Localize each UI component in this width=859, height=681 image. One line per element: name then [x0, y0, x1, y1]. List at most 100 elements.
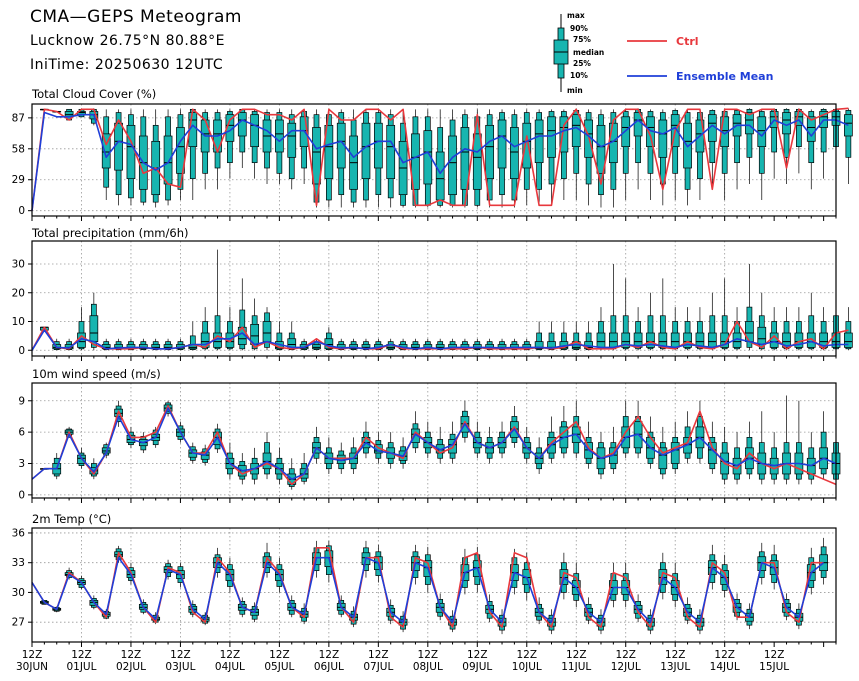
wind-box [782, 395, 791, 485]
legend-ctrl-label: Ctrl [676, 35, 699, 48]
cloud-ctrl-line [31, 107, 849, 211]
cloud-box [782, 108, 791, 184]
temp-ytick-label: 27 [12, 617, 25, 629]
temp-mean-line [31, 556, 825, 624]
cloud-box-inner [126, 124, 136, 180]
x-hour-label: 12Z [269, 649, 290, 661]
cloud-box [596, 109, 606, 208]
cloud-box-inner [275, 119, 284, 153]
wind-frame [31, 382, 837, 499]
wind-box [732, 432, 742, 485]
precip-box [262, 307, 272, 351]
cloud-box [670, 109, 680, 200]
cloud-box [435, 109, 445, 208]
temp-frame [31, 527, 837, 643]
cloud-mean-line [31, 111, 849, 211]
precip-box-inner [683, 332, 692, 348]
precip-box [213, 249, 222, 351]
precip-box-outer [214, 315, 221, 350]
precip-box [819, 307, 828, 351]
cloud-box [126, 109, 136, 206]
cloud-box-inner [571, 114, 581, 148]
x-date-label: 15JUL [759, 661, 789, 673]
precip-box [138, 338, 148, 351]
cloud-box [312, 109, 321, 208]
precip-ytick-label: 30 [12, 259, 25, 271]
wind-box [472, 421, 482, 459]
cloud-box [707, 109, 717, 190]
x-hour-label: 12Z [714, 649, 735, 661]
temp-ytick-label: 33 [12, 557, 25, 569]
precip-box [547, 321, 556, 351]
cloud-box-inner [435, 151, 445, 201]
precip-panel: Total precipitation (mm/6h) 0 10 20 30 [12, 226, 853, 361]
cloud-box [472, 109, 482, 208]
x-date-label: 13JUL [660, 661, 690, 673]
precip-box-outer [808, 315, 815, 350]
cloud-box [250, 109, 259, 179]
precip-box-inner [757, 326, 767, 345]
precip-box [757, 292, 767, 351]
cloud-box-inner [176, 127, 185, 174]
cloud-box-inner [250, 114, 259, 148]
wind-box [658, 426, 668, 480]
precip-box [225, 307, 235, 351]
cloud-box [510, 109, 519, 208]
precip-box-inner [844, 332, 853, 348]
precip-box-inner [609, 332, 618, 348]
precip-box [844, 307, 853, 351]
cloud-box-outer [734, 110, 740, 164]
cloud-box-inner [324, 124, 334, 180]
cloud-box [522, 109, 532, 206]
x-hour-label: 12Z [615, 649, 636, 661]
temp-ytick-label: 30 [12, 587, 25, 599]
cloud-ytick-label: 58 [12, 143, 25, 155]
precip-box [707, 292, 717, 351]
precip-box [621, 278, 631, 351]
x-hour-label: 12Z [764, 649, 785, 661]
cloud-box [262, 109, 272, 184]
x-hour-label: 12Z [566, 649, 587, 661]
cloud-box-inner [745, 112, 754, 135]
cloud-ytick-label: 0 [18, 205, 25, 217]
precip-box-inner [707, 332, 717, 348]
x-hour-label: 12Z [665, 649, 686, 661]
wind-ytick-label: 3 [18, 458, 25, 470]
legend-p90-label: 90% [570, 24, 588, 33]
wind-box [646, 416, 655, 469]
cloud-box-inner [163, 135, 173, 185]
chart-title: CMA—GEPS Meteogram [30, 7, 242, 27]
precip-box-inner [782, 332, 791, 348]
x-hour-label: 12Z [467, 649, 488, 661]
cloud-box [621, 109, 631, 200]
wind-box [695, 400, 705, 464]
cloud-box [534, 109, 544, 206]
cloud-ytick-label: 29 [12, 174, 25, 186]
precip-box [658, 278, 668, 351]
cloud-box-inner [596, 124, 606, 174]
wind-box [262, 432, 272, 480]
wind-box [225, 442, 235, 480]
precip-box-inner [534, 341, 544, 350]
temp-box [819, 537, 828, 585]
cloud-box-inner [547, 116, 556, 158]
precip-frame [31, 240, 837, 357]
precip-panel-title: Total precipitation (mm/6h) [31, 226, 188, 240]
cloud-box-inner [237, 112, 247, 137]
cloud-box [237, 108, 247, 168]
precip-box [596, 307, 606, 351]
cloud-box-inner [460, 127, 470, 190]
legend-median-label: median [573, 48, 604, 57]
precip-box-outer [659, 315, 666, 350]
precip-ytick-label: 20 [12, 287, 25, 299]
wind-ytick-label: 0 [18, 489, 25, 501]
precip-box [287, 321, 297, 351]
cloud-box [151, 109, 161, 208]
precip-box [646, 292, 655, 351]
precip-box-outer [189, 335, 196, 351]
cloud-box [485, 109, 495, 208]
precip-box [534, 321, 544, 351]
precip-box [250, 298, 259, 351]
cloud-box-inner [510, 127, 519, 180]
cloud-box [299, 109, 309, 184]
